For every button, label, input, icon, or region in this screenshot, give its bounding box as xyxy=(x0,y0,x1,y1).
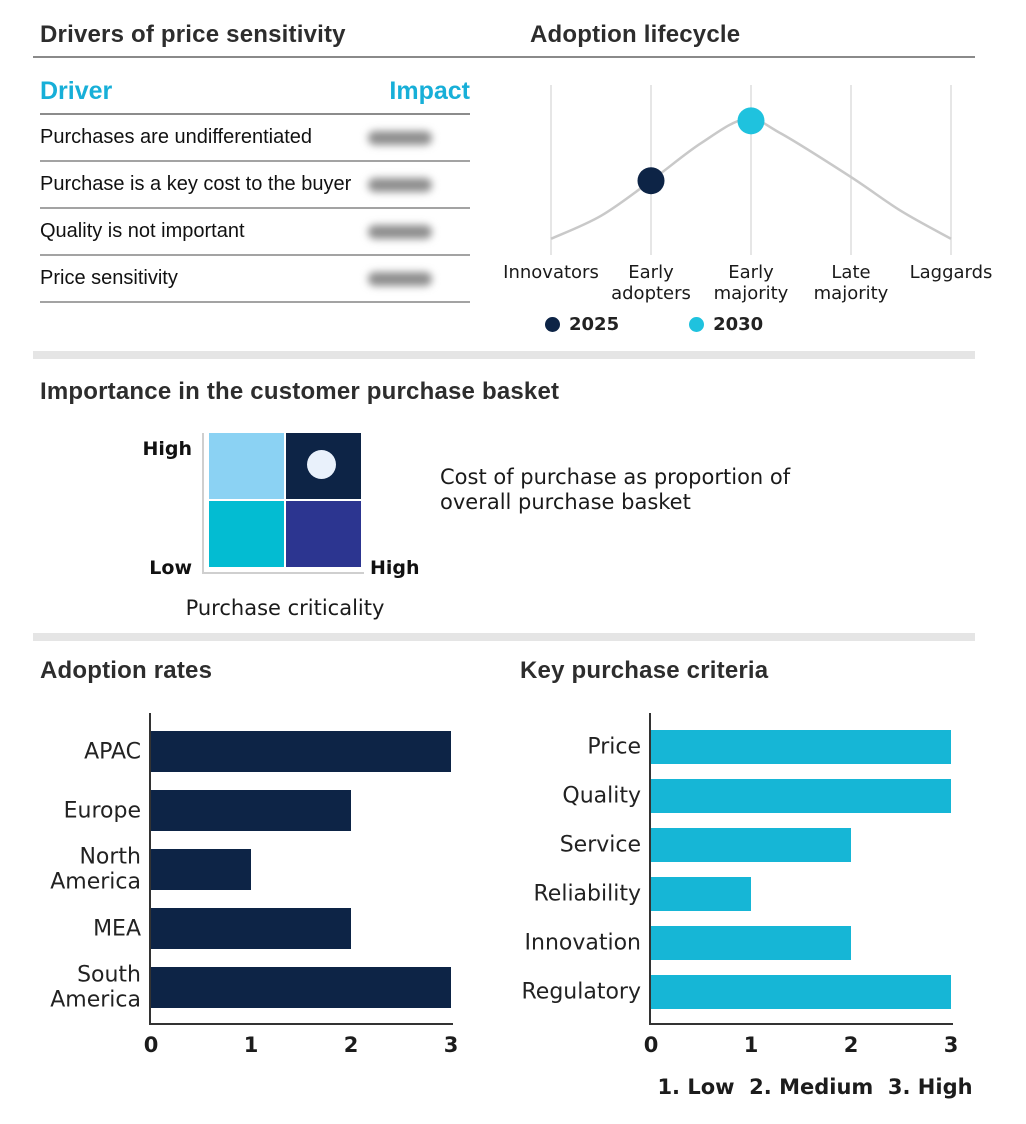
column-header-impact: Impact xyxy=(389,77,470,105)
x-tick-label: 3 xyxy=(943,1033,959,1057)
x-tick-label: 1 xyxy=(243,1033,259,1057)
x-tick-label: 2 xyxy=(843,1033,859,1057)
importance-matrix xyxy=(209,433,361,567)
matrix-annotation: Cost of purchase as proportion of overal… xyxy=(440,465,791,514)
table-row: Purchases are undifferentiated xyxy=(40,115,470,162)
column-header-driver: Driver xyxy=(40,77,113,105)
impact-cell-redacted xyxy=(368,224,432,239)
quadrant-bottom-right xyxy=(286,501,361,567)
legend-item: 2025 xyxy=(545,314,619,335)
bar-category-label: Quality xyxy=(562,783,641,809)
driver-cell: Purchases are undifferentiated xyxy=(40,126,313,148)
adoption-rates-title: Adoption rates xyxy=(40,657,213,684)
drivers-panel-title: Drivers of price sensitivity xyxy=(40,21,346,48)
quadrant-top-right xyxy=(286,433,361,499)
lifecycle-category-label: Late majority xyxy=(813,262,889,305)
driver-cell: Price sensitivity xyxy=(40,267,178,289)
x-tick-label: 0 xyxy=(143,1033,159,1057)
bar-category-label: Price xyxy=(587,734,641,760)
table-row: Price sensitivity xyxy=(40,256,470,303)
lifecycle-legend: 2025 2030 xyxy=(545,314,763,335)
bar-apac xyxy=(151,731,451,772)
bar-innovation xyxy=(651,926,851,960)
x-tick-label: 0 xyxy=(643,1033,659,1057)
quadrant-bottom-left xyxy=(209,501,284,567)
legend-dot-icon xyxy=(545,317,560,332)
matrix-x-axis xyxy=(202,572,364,574)
x-tick-label: 1 xyxy=(743,1033,759,1057)
x-tick-label: 2 xyxy=(343,1033,359,1057)
impact-cell-redacted xyxy=(368,177,432,192)
table-row: Quality is not important xyxy=(40,209,470,256)
x-axis xyxy=(649,1023,953,1025)
top-title-rule xyxy=(33,56,975,58)
importance-panel-title: Importance in the customer purchase bask… xyxy=(40,378,560,405)
bar-price xyxy=(651,730,951,764)
bar-category-label: Innovation xyxy=(524,930,641,956)
x-tick-label: 3 xyxy=(443,1033,459,1057)
marker-2030 xyxy=(737,107,765,135)
matrix-y-low-label: Low xyxy=(149,557,192,579)
section-divider xyxy=(33,633,975,641)
bar-category-label: APAC xyxy=(84,738,141,764)
y-axis xyxy=(149,713,151,1025)
bar-category-label: Reliability xyxy=(533,881,642,907)
bar-reliability xyxy=(651,877,751,911)
section-divider xyxy=(33,351,975,359)
matrix-y-high-label: High xyxy=(142,438,192,460)
matrix-x-axis-title: Purchase criticality xyxy=(185,596,385,620)
bar-category-label: North America xyxy=(50,844,141,895)
y-axis xyxy=(649,713,651,1025)
adoption-lifecycle-chart xyxy=(550,85,952,255)
legend-label: 2030 xyxy=(713,314,764,335)
lifecycle-category-label: Innovators xyxy=(503,262,599,283)
driver-cell: Purchase is a key cost to the buyer xyxy=(40,173,352,195)
bar-quality xyxy=(651,779,951,813)
bar-category-label: Europe xyxy=(63,797,141,823)
bar-mea xyxy=(151,908,351,949)
legend-label: 2025 xyxy=(569,314,620,335)
bar-category-label: MEA xyxy=(93,915,141,941)
criteria-scale-footnote: 1. Low 2. Medium 3. High xyxy=(657,1075,973,1099)
matrix-x-high-label: High xyxy=(370,557,420,579)
drivers-table-body: Purchases are undifferentiated Purchase i… xyxy=(40,115,470,303)
bar-category-label: Regulatory xyxy=(521,979,642,1005)
impact-cell-redacted xyxy=(368,271,432,286)
lifecycle-panel-title: Adoption lifecycle xyxy=(530,21,741,48)
matrix-position-marker xyxy=(307,450,336,479)
bar-category-label: South America xyxy=(50,962,141,1013)
quadrant-top-left xyxy=(209,433,284,499)
bar-category-label: Service xyxy=(559,832,641,858)
bar-north-america xyxy=(151,849,251,890)
driver-cell: Quality is not important xyxy=(40,220,245,242)
legend-dot-icon xyxy=(689,317,705,332)
x-axis xyxy=(149,1023,453,1025)
matrix-y-axis xyxy=(202,433,204,574)
table-row: Purchase is a key cost to the buyer xyxy=(40,162,470,209)
lifecycle-category-label: Laggards xyxy=(909,262,993,283)
bar-south-america xyxy=(151,967,451,1008)
criteria-title: Key purchase criteria xyxy=(520,657,769,684)
drivers-table-header: Driver Impact xyxy=(40,68,470,115)
bar-service xyxy=(651,828,851,862)
bar-regulatory xyxy=(651,975,951,1009)
lifecycle-category-label: Early majority xyxy=(713,262,789,305)
bar-europe xyxy=(151,790,351,831)
marker-2025 xyxy=(637,167,665,195)
drivers-table: Driver Impact Purchases are undifferenti… xyxy=(40,68,470,303)
impact-cell-redacted xyxy=(368,130,432,145)
legend-item: 2030 xyxy=(689,314,763,335)
lifecycle-category-label: Early adopters xyxy=(611,262,691,305)
